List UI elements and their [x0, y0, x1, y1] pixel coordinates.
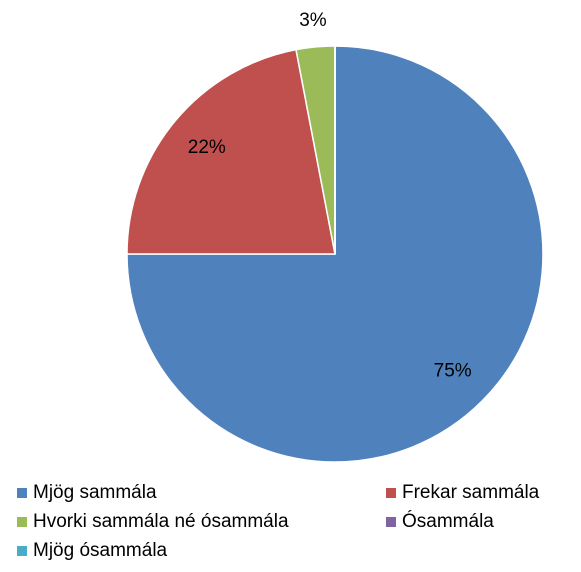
data-label: 3%	[299, 10, 327, 31]
legend-label: Ósammála	[402, 510, 494, 532]
data-label: 22%	[188, 137, 226, 158]
legend-swatch	[17, 517, 27, 527]
data-label: 75%	[434, 361, 472, 382]
legend-swatch	[17, 488, 27, 498]
pie-slice	[126, 45, 544, 463]
pie-slice	[126, 48, 336, 255]
legend-label: Mjög ósammála	[33, 540, 168, 561]
legend-label: Mjög sammála	[33, 482, 157, 503]
legend-label: Hvorki sammála né ósammála	[33, 511, 289, 532]
legend-label: Frekar sammála	[402, 482, 540, 503]
legend-swatch	[386, 488, 396, 498]
legend-swatch	[17, 546, 27, 556]
legend-swatch	[386, 517, 396, 527]
